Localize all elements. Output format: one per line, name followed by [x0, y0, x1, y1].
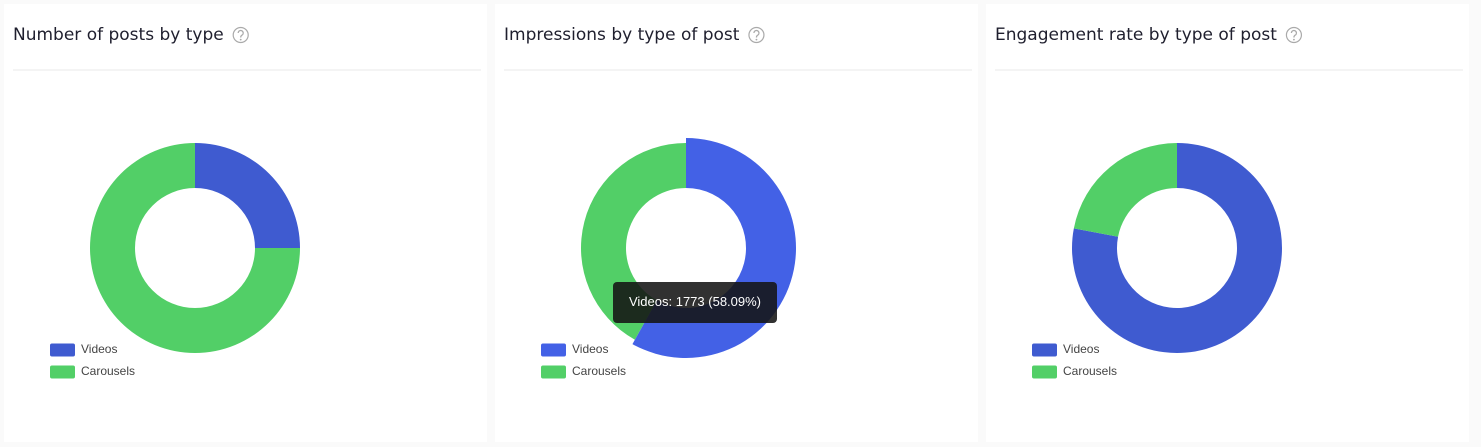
legend-swatch[interactable] — [50, 365, 75, 379]
donut-slice[interactable] — [581, 143, 686, 340]
donut-slice[interactable] — [1072, 143, 1282, 353]
legend-swatch[interactable] — [541, 343, 566, 357]
help-circle — [232, 26, 249, 44]
legend-swatch[interactable] — [1032, 365, 1057, 379]
legend-label[interactable]: Videos — [572, 342, 608, 356]
legend-swatch[interactable] — [1032, 343, 1057, 357]
panel-bg — [4, 4, 487, 442]
legend-label[interactable]: Carousels — [81, 364, 135, 378]
help-glyph — [753, 29, 760, 38]
tooltip-text: Videos: 1773 (58.09%) — [629, 294, 761, 309]
help-circle — [1285, 26, 1303, 44]
tooltip: Videos: 1773 (58.09%) — [613, 282, 777, 323]
panel-bg — [986, 4, 1469, 442]
help-dot — [755, 38, 758, 41]
help-glyph — [1290, 29, 1298, 38]
panel: Number of posts by type Videos Carousels — [4, 4, 487, 442]
tooltip-box — [613, 282, 777, 323]
help-circle — [748, 26, 765, 44]
panel-title: Number of posts by type — [13, 25, 224, 45]
donut-slice[interactable] — [1073, 143, 1177, 237]
help-icon[interactable] — [748, 26, 765, 44]
legend-label[interactable]: Videos — [81, 342, 117, 356]
help-icon[interactable] — [1285, 26, 1303, 44]
legend-label[interactable]: Videos — [1063, 342, 1099, 356]
donut-slice[interactable] — [195, 143, 300, 248]
help-glyph — [237, 29, 244, 38]
help-icon[interactable] — [232, 26, 249, 44]
donut-slice[interactable] — [90, 143, 300, 353]
legend-label[interactable]: Carousels — [1063, 364, 1117, 378]
help-dot — [1293, 38, 1295, 41]
legend-swatch[interactable] — [50, 343, 75, 357]
panel-bg — [495, 4, 978, 442]
legend-label[interactable]: Carousels — [572, 364, 626, 378]
help-dot — [239, 38, 242, 41]
panel-title: Impressions by type of post — [504, 25, 740, 45]
panel: Impressions by type of post Videos Carouse… — [495, 4, 978, 442]
legend-swatch[interactable] — [541, 365, 566, 379]
panel-title: Engagement rate by type of post — [995, 25, 1277, 45]
panel: Engagement rate by type of post Videos Car… — [986, 4, 1469, 442]
